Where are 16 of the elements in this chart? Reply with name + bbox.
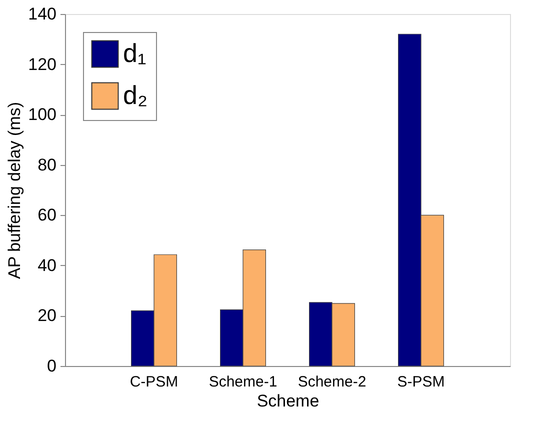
y-tick-label: 60 xyxy=(38,206,56,225)
y-tick-label: 80 xyxy=(38,155,56,174)
y-tick-label: 0 xyxy=(47,356,56,376)
y-tick-label: 100 xyxy=(28,105,56,124)
y-tick-label: 40 xyxy=(38,256,56,275)
y-tick-label: 120 xyxy=(28,54,56,74)
legend-label: d₂ xyxy=(123,80,148,110)
x-tick-label: C-PSM xyxy=(130,374,178,390)
y-tick-label: 20 xyxy=(38,306,56,326)
x-tick-label: Scheme-1 xyxy=(208,374,278,390)
y-axis-title: AP buffering delay (ms) xyxy=(5,102,24,280)
x-axis-title: Scheme xyxy=(256,392,320,410)
legend-label: d₁ xyxy=(123,38,146,68)
x-tick-label: Scheme-2 xyxy=(298,374,366,390)
y-tick-label: 140 xyxy=(28,4,56,24)
x-tick-label: S-PSM xyxy=(397,374,445,390)
